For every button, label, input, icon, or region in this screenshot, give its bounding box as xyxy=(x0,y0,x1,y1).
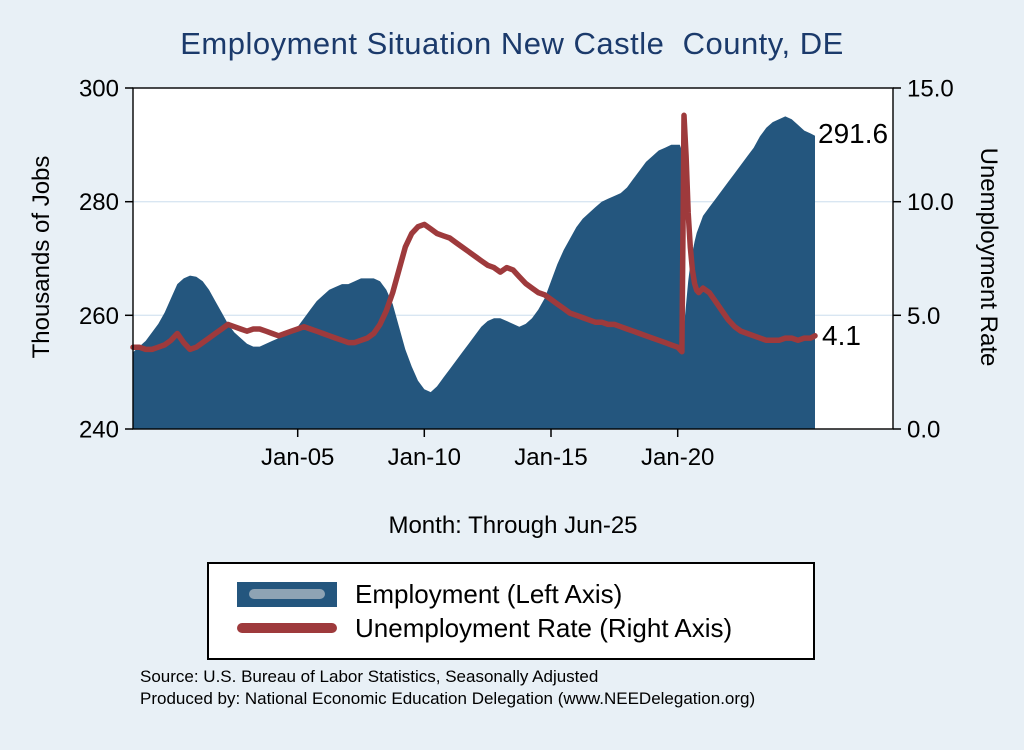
right-axis-title: Unemployment Rate xyxy=(975,147,1002,367)
bottom-tick-label: Jan-10 xyxy=(388,444,461,471)
chart-title: Employment Situation New Castle County, … xyxy=(180,26,844,61)
left-tick-label: 300 xyxy=(79,76,119,103)
left-axis-title: Thousands of Jobs xyxy=(28,155,55,359)
left-tick-label: 280 xyxy=(79,189,119,216)
employment-area xyxy=(133,116,815,430)
left-tick-label: 260 xyxy=(79,303,119,330)
employment-swatch-inner xyxy=(249,589,325,599)
bottom-tick-label: Jan-20 xyxy=(641,444,714,471)
left-tick-label: 240 xyxy=(79,417,119,444)
legend-item-unemployment: Unemployment Rate (Right Axis) xyxy=(237,611,813,645)
source-note: Source: U.S. Bureau of Labor Statistics,… xyxy=(140,666,755,710)
employment-swatch-icon xyxy=(237,581,337,607)
unemployment-line xyxy=(130,112,818,355)
plot-frame xyxy=(132,87,894,430)
legend-label-unemployment: Unemployment Rate (Right Axis) xyxy=(355,612,733,643)
legend-item-employment: Employment (Left Axis) xyxy=(237,577,813,611)
legend-label-employment: Employment (Left Axis) xyxy=(355,578,623,609)
employment-last-value-label: 291.6 xyxy=(818,118,889,149)
right-tick-label: 10.0 xyxy=(907,189,954,216)
right-tick-label: 5.0 xyxy=(907,303,940,330)
right-tick-label: 0.0 xyxy=(907,417,940,444)
unemployment-swatch-icon xyxy=(237,623,337,633)
legend-swatch-wrap xyxy=(237,581,337,607)
x-axis-title: Month: Through Jun-25 xyxy=(388,512,638,539)
legend-box: Employment (Left Axis) Unemployment Rate… xyxy=(207,562,815,660)
right-tick-label: 15.0 xyxy=(907,76,954,103)
bottom-tick-label: Jan-05 xyxy=(261,444,334,471)
bottom-tick-label: Jan-15 xyxy=(514,444,587,471)
source-line: Source: U.S. Bureau of Labor Statistics,… xyxy=(140,667,599,686)
legend-swatch-wrap xyxy=(237,623,337,633)
produced-by-line: Produced by: National Economic Education… xyxy=(140,689,756,708)
unemployment-last-value-label: 4.1 xyxy=(822,320,861,351)
